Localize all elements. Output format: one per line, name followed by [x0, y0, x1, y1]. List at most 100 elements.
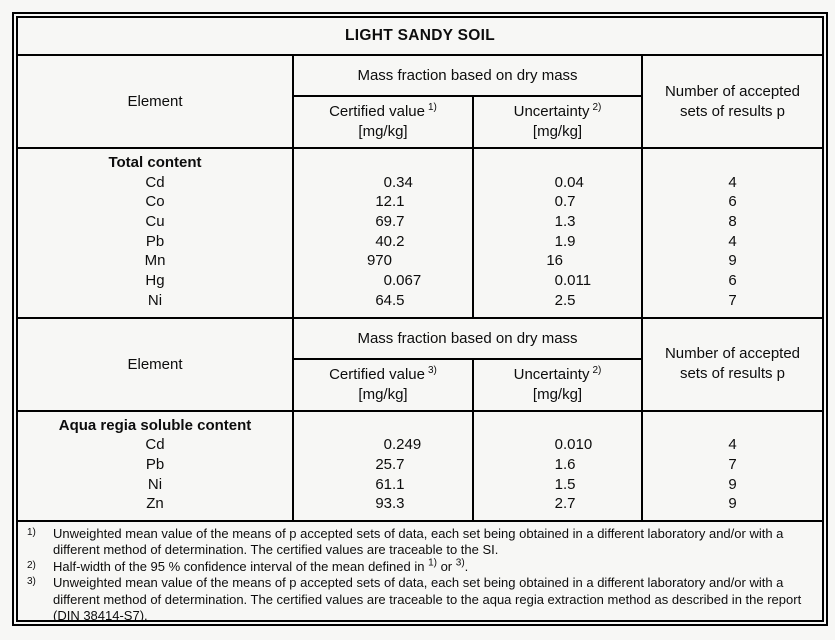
mass-fraction-group-header: Mass fraction based on dry mass	[294, 56, 643, 97]
footnote-ref-2: 2)	[592, 102, 602, 113]
certified-value-column: 0.34 12.1 69.7 40.2 970 0.067 64.5	[294, 149, 474, 317]
accepted-sets-cell: 8	[728, 213, 737, 231]
uncertainty-cell: 1.9	[474, 232, 641, 252]
integer-part: 93	[375, 495, 392, 513]
footnote-1-text: Unweighted mean value of the means of p …	[53, 525, 784, 558]
certified-value-text: Certified value	[329, 365, 425, 383]
certified-value-header: Certified value 1) [mg/kg]	[294, 97, 474, 147]
integer-part: 0	[383, 173, 392, 191]
mass-fraction-group-header: Mass fraction based on dry mass	[294, 318, 643, 360]
header-block-aqua-regia: Element Mass fraction based on dry mass …	[18, 318, 822, 412]
empty-cell	[474, 416, 641, 436]
integer-part: 0	[383, 436, 392, 454]
footnote-ref-1: 1)	[427, 102, 437, 113]
fraction-part: .011	[563, 272, 592, 290]
footnote-2-before: Half-width of the 95 % confidence interv…	[53, 558, 429, 574]
element-cell: Mn	[144, 252, 166, 270]
integer-part: 1	[554, 213, 563, 231]
certified-value-cell: 0.34	[294, 173, 472, 193]
fraction-part: .7	[563, 193, 576, 211]
fraction-part: .7	[392, 455, 405, 473]
element-cell: Pb	[145, 455, 165, 473]
integer-part: 0	[554, 173, 563, 191]
integer-part: 16	[546, 252, 563, 270]
uncertainty-column: 0.010 1.6 1.5 2.7	[474, 411, 643, 520]
certified-value-cell: 0.067	[294, 271, 472, 291]
empty-cell	[643, 153, 822, 173]
fraction-part: .067	[392, 272, 422, 290]
accepted-sets-cell: 6	[728, 272, 737, 290]
integer-part: 61	[375, 475, 392, 493]
uncertainty-cell: 0.04	[474, 173, 641, 193]
footnotes: 1) Unweighted mean value of the means of…	[18, 522, 822, 620]
certified-value-label: Certified value 3)	[329, 365, 437, 385]
uncertainty-header: Uncertainty 2) [mg/kg]	[474, 97, 643, 147]
fraction-part: .7	[563, 495, 576, 513]
accepted-sets-cell: 9	[728, 475, 737, 493]
accepted-sets-cell: 7	[728, 455, 737, 473]
accepted-sets-cell: 7	[728, 291, 737, 309]
integer-part: 25	[375, 455, 392, 473]
footnote-2-after: .	[464, 558, 469, 574]
fraction-part: .3	[563, 213, 576, 231]
uncertainty-cell: 0.7	[474, 192, 641, 212]
certified-value-cell: 64.5	[294, 291, 472, 311]
integer-part: 0	[554, 436, 563, 454]
fraction-part: .6	[563, 455, 576, 473]
uncertainty-cell: 1.3	[474, 212, 641, 232]
uncertainty-label: Uncertainty 2)	[514, 365, 602, 385]
footnote-1: 1) Unweighted mean value of the means of…	[22, 526, 816, 559]
uncertainty-unit: [mg/kg]	[532, 385, 583, 403]
fraction-part: .34	[392, 173, 413, 191]
integer-part: 1	[554, 232, 563, 250]
fraction-part: .5	[563, 291, 576, 309]
certified-value-cell: 69.7	[294, 212, 472, 232]
uncertainty-text: Uncertainty	[513, 103, 590, 120]
integer-part: 1	[554, 475, 563, 493]
uncertainty-column: 0.04 0.7 1.3 1.9 16 0.011 2.5	[474, 149, 643, 317]
integer-part: 0	[554, 193, 563, 211]
element-cell: Cu	[145, 213, 165, 231]
certified-value-header: Certified value 3) [mg/kg]	[294, 359, 474, 410]
element-cell: Ni	[147, 291, 163, 309]
accepted-sets-cell: 4	[728, 173, 737, 191]
uncertainty-cell: 1.6	[474, 455, 641, 475]
accepted-sets-column: 4 6 8 4 9 6 7	[643, 149, 822, 317]
accepted-sets-column: 4 7 9 9	[643, 412, 822, 520]
fraction-part: .1	[392, 475, 405, 493]
certified-value-cell: 12.1	[294, 192, 472, 212]
integer-part: 1	[554, 455, 563, 473]
footnote-1-label: 1)	[27, 526, 36, 538]
accepted-sets-cell: 9	[728, 252, 737, 270]
table-inner-frame: LIGHT SANDY SOIL Element Mass fraction b…	[16, 16, 824, 622]
accepted-sets-cell: 6	[728, 193, 737, 211]
certified-value-unit: [mg/kg]	[358, 123, 408, 140]
uncertainty-cell: 2.7	[474, 494, 641, 514]
footnote-2-label: 2)	[27, 559, 36, 571]
element-cell: Ni	[147, 475, 163, 493]
integer-part: 0	[383, 272, 392, 290]
header-block-total: Element Mass fraction based on dry mass …	[18, 56, 822, 149]
certified-value-unit: [mg/kg]	[358, 385, 408, 403]
integer-part: 0	[554, 272, 563, 290]
uncertainty-cell: 2.5	[474, 291, 641, 311]
footnote-2-between: or	[436, 558, 456, 574]
footnote-ref-3: 3)	[455, 557, 465, 569]
certified-value-text: Certified value	[329, 103, 425, 120]
element-cell: Cd	[145, 173, 165, 191]
total-content-section: Total content Cd Co Cu Pb Mn Hg Ni 0.34 …	[18, 149, 822, 319]
uncertainty-header: Uncertainty 2) [mg/kg]	[474, 359, 643, 410]
integer-part: 69	[375, 213, 392, 231]
certified-value-cell: 25.7	[294, 455, 472, 475]
accepted-sets-cell: 9	[728, 495, 737, 513]
certified-value-cell: 93.3	[294, 494, 472, 514]
footnote-3-text: Unweighted mean value of the means of p …	[53, 575, 802, 620]
fraction-part: .010	[563, 436, 593, 454]
certified-value-column: 0.249 25.7 61.1 93.3	[294, 411, 474, 520]
element-cell: Co	[145, 193, 165, 211]
uncertainty-cell: 0.010	[474, 435, 641, 455]
aqua-regia-section: Aqua regia soluble content Cd Pb Ni Zn 0…	[18, 411, 822, 522]
footnote-ref-1: 1)	[428, 557, 437, 569]
uncertainty-cell: 1.5	[474, 475, 641, 495]
